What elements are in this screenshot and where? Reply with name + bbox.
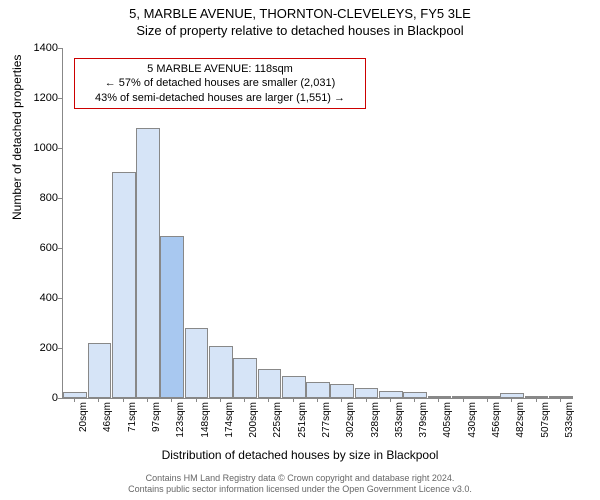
bar	[452, 396, 476, 398]
bar	[160, 236, 184, 399]
ytick-mark	[58, 298, 62, 299]
xtick-label: 71sqm	[127, 402, 138, 432]
xtick-label: 328sqm	[370, 402, 381, 438]
xtick-label: 533sqm	[564, 402, 575, 438]
bar	[185, 328, 209, 398]
xtick-label: 148sqm	[200, 402, 211, 438]
bar	[88, 343, 112, 398]
xtick-label: 379sqm	[418, 402, 429, 438]
xtick-mark	[98, 398, 99, 402]
xtick-mark	[74, 398, 75, 402]
bar	[282, 376, 306, 399]
callout-line2: ← 57% of detached houses are smaller (2,…	[81, 76, 359, 90]
xtick-label: 200sqm	[248, 402, 259, 438]
subtitle: Size of property relative to detached ho…	[0, 21, 600, 38]
ytick-mark	[58, 348, 62, 349]
ytick-mark	[58, 398, 62, 399]
ytick-label: 1000	[18, 142, 58, 154]
xtick-label: 225sqm	[272, 402, 283, 438]
ytick-label: 600	[18, 242, 58, 254]
xtick-label: 430sqm	[467, 402, 478, 438]
ytick-mark	[58, 98, 62, 99]
ytick-mark	[58, 48, 62, 49]
bar	[209, 346, 233, 399]
ytick-label: 0	[18, 392, 58, 404]
callout-box: 5 MARBLE AVENUE: 118sqm ← 57% of detache…	[74, 58, 366, 109]
bar	[233, 358, 257, 398]
ytick-label: 1400	[18, 42, 58, 54]
xtick-mark	[293, 398, 294, 402]
ytick-mark	[58, 198, 62, 199]
xtick-label: 174sqm	[224, 402, 235, 438]
xtick-label: 97sqm	[151, 402, 162, 432]
footer-line2: Contains public sector information licen…	[0, 484, 600, 496]
xtick-mark	[560, 398, 561, 402]
ytick-label: 200	[18, 342, 58, 354]
bar	[379, 391, 403, 399]
xtick-mark	[171, 398, 172, 402]
bar	[306, 382, 330, 398]
xtick-label: 302sqm	[345, 402, 356, 438]
xtick-label: 507sqm	[540, 402, 551, 438]
xtick-label: 456sqm	[491, 402, 502, 438]
xtick-mark	[390, 398, 391, 402]
xtick-label: 405sqm	[442, 402, 453, 438]
xtick-label: 20sqm	[78, 402, 89, 432]
xtick-mark	[123, 398, 124, 402]
callout-line1: 5 MARBLE AVENUE: 118sqm	[81, 62, 359, 76]
xtick-mark	[536, 398, 537, 402]
bar	[258, 369, 282, 398]
x-axis-label: Distribution of detached houses by size …	[0, 448, 600, 462]
xtick-mark	[487, 398, 488, 402]
xtick-label: 277sqm	[321, 402, 332, 438]
bar	[549, 396, 573, 398]
bar	[355, 388, 379, 398]
ytick-label: 400	[18, 292, 58, 304]
footer-line1: Contains HM Land Registry data © Crown c…	[0, 473, 600, 485]
footer: Contains HM Land Registry data © Crown c…	[0, 473, 600, 496]
xtick-mark	[147, 398, 148, 402]
y-axis-label: Number of detached properties	[10, 55, 24, 220]
xtick-label: 482sqm	[515, 402, 526, 438]
xtick-label: 353sqm	[394, 402, 405, 438]
xtick-mark	[268, 398, 269, 402]
ytick-mark	[58, 148, 62, 149]
bar	[330, 384, 354, 398]
address-title: 5, MARBLE AVENUE, THORNTON-CLEVELEYS, FY…	[0, 0, 600, 21]
bar	[136, 128, 160, 398]
xtick-mark	[220, 398, 221, 402]
xtick-mark	[366, 398, 367, 402]
ytick-label: 1200	[18, 92, 58, 104]
callout-line3: 43% of semi-detached houses are larger (…	[81, 91, 359, 105]
xtick-mark	[196, 398, 197, 402]
ytick-label: 800	[18, 192, 58, 204]
xtick-mark	[341, 398, 342, 402]
xtick-mark	[317, 398, 318, 402]
xtick-mark	[438, 398, 439, 402]
xtick-label: 46sqm	[102, 402, 113, 432]
xtick-label: 123sqm	[175, 402, 186, 438]
xtick-mark	[511, 398, 512, 402]
ytick-mark	[58, 248, 62, 249]
xtick-mark	[244, 398, 245, 402]
bar	[112, 172, 136, 398]
xtick-mark	[463, 398, 464, 402]
xtick-label: 251sqm	[297, 402, 308, 438]
xtick-mark	[414, 398, 415, 402]
